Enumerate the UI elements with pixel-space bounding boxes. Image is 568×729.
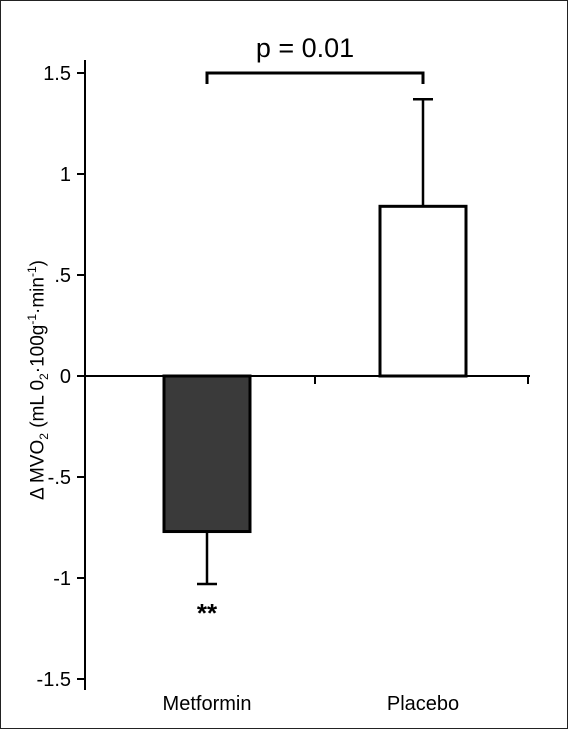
y-tick-label: .5 xyxy=(54,265,71,287)
y-tick-label: -.5 xyxy=(48,467,71,489)
y-tick-label: 0 xyxy=(60,366,71,388)
y-tick-label: -1.5 xyxy=(37,669,71,691)
significance-label: p = 0.01 xyxy=(256,33,354,63)
x-category-label: Placebo xyxy=(387,693,459,715)
bar-placebo xyxy=(378,204,468,378)
x-category-label: Metformin xyxy=(163,693,252,715)
y-axis-label: Δ MVO2 (mL 02·100g-1·min-1) xyxy=(24,260,52,500)
bar-metformin xyxy=(162,374,252,534)
y-tick-label: 1.5 xyxy=(43,63,71,85)
significance-marker: ** xyxy=(197,598,218,628)
significance-bracket xyxy=(205,71,425,84)
y-tick-label: -1 xyxy=(53,568,71,590)
y-tick-label: 1 xyxy=(60,164,71,186)
